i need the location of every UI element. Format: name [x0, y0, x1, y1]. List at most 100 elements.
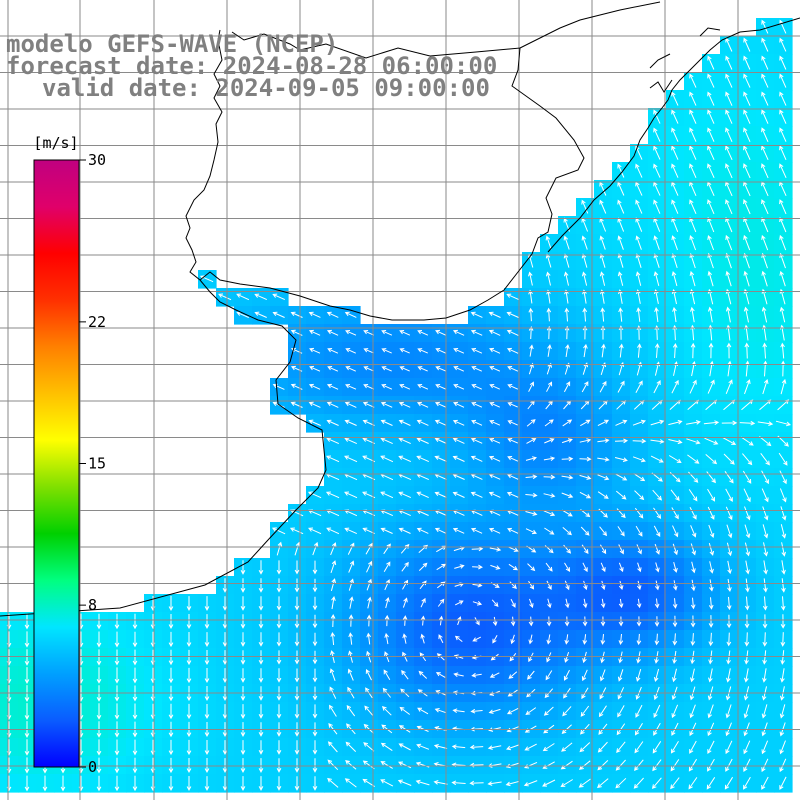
wind-arrow: [417, 348, 429, 354]
wind-arrow: [706, 777, 716, 790]
wind-arrow: [308, 527, 322, 535]
wind-arrow: [707, 163, 715, 179]
wind-arrow: [331, 595, 336, 610]
wind-arrow: [617, 526, 625, 537]
wind-arrow: [653, 109, 661, 124]
wind-arrow: [344, 491, 358, 499]
wind-arrow: [636, 544, 642, 555]
wind-arrow: [453, 672, 464, 677]
wind-arrow: [399, 366, 410, 372]
wind-arrow: [761, 776, 769, 790]
wind-arrow: [725, 73, 733, 88]
wind-arrow: [435, 384, 447, 390]
wind-arrow: [546, 362, 552, 375]
wind-arrow: [761, 306, 768, 323]
wind-arrow: [581, 199, 589, 214]
wind-arrow: [743, 109, 751, 124]
wind-arrow: [617, 253, 624, 268]
wind-arrow: [653, 127, 661, 142]
wind-arrow: [745, 578, 750, 593]
wind-arrow: [672, 342, 678, 359]
wind-arrow: [367, 596, 372, 609]
wind-arrow: [634, 507, 644, 519]
wind-arrow: [634, 759, 644, 772]
wind-arrow: [528, 289, 533, 304]
wind-arrow: [416, 491, 429, 499]
wind-arrow: [762, 524, 769, 539]
wind-arrow: [725, 306, 731, 323]
wind-arrow: [545, 271, 551, 286]
wind-arrow: [96, 631, 102, 648]
wind-arrow: [653, 668, 660, 683]
wind-arrow: [689, 109, 697, 124]
wind-arrow: [725, 488, 733, 503]
wind-arrow: [779, 704, 786, 719]
wind-arrow: [636, 307, 641, 322]
wind-arrow: [546, 381, 553, 392]
wind-arrow: [420, 597, 426, 608]
wind-arrow: [779, 488, 787, 503]
wind-arrow: [507, 402, 518, 408]
wind-arrow: [186, 596, 192, 611]
wind-arrow: [690, 597, 696, 610]
wind-arrow: [399, 348, 410, 354]
wind-arrow: [686, 420, 701, 425]
wind-arrow: [398, 401, 411, 408]
wind-arrow: [24, 775, 30, 792]
wind-arrow: [671, 199, 679, 214]
wind-arrow: [325, 491, 340, 499]
wind-arrow: [546, 325, 552, 340]
wind-arrow: [416, 527, 429, 534]
wind-arrow: [543, 456, 556, 461]
wind-arrow: [617, 380, 625, 393]
wind-arrow: [507, 384, 519, 390]
wind-arrow: [562, 419, 573, 427]
wind-arrow: [779, 127, 787, 142]
wind-arrow: [276, 596, 282, 611]
wind-arrow: [761, 252, 768, 269]
wind-arrow: [581, 544, 589, 555]
wind-arrow: [402, 633, 407, 644]
wind-arrow: [653, 163, 661, 178]
wind-arrow: [488, 455, 501, 462]
wind-arrow: [561, 456, 574, 462]
wind-arrow: [258, 614, 264, 629]
wind-arrow: [580, 419, 591, 427]
wind-arrow: [528, 271, 533, 286]
wind-arrow: [690, 668, 695, 683]
wind-arrow: [398, 437, 411, 445]
wind-arrow: [526, 438, 537, 444]
wind-arrow: [724, 471, 734, 484]
wind-arrow: [779, 109, 787, 124]
wind-arrow: [763, 542, 769, 557]
wind-arrow: [671, 379, 679, 394]
wind-arrow: [435, 329, 447, 336]
wind-arrow: [345, 348, 357, 354]
wind-arrow: [599, 669, 606, 682]
wind-arrow: [708, 542, 715, 556]
wind-arrow: [236, 293, 250, 301]
wind-arrow: [471, 546, 484, 552]
wind-arrow: [452, 419, 465, 426]
wind-arrow: [779, 91, 787, 106]
wind-arrow: [670, 777, 680, 790]
wind-arrow: [672, 668, 677, 683]
wind-arrow: [544, 527, 555, 535]
wind-arrow: [528, 580, 535, 590]
wind-arrow: [671, 235, 678, 251]
wind-arrow: [327, 348, 339, 354]
wind-arrow: [240, 704, 246, 719]
wind-arrow: [579, 438, 592, 443]
wind-arrow: [271, 527, 286, 535]
wind-arrow: [708, 632, 714, 647]
wind-arrow: [489, 402, 501, 408]
wind-arrow: [653, 289, 659, 304]
wind-arrow: [652, 759, 662, 772]
wind-arrow: [364, 705, 374, 717]
wind-arrow: [470, 455, 483, 462]
wind-arrow: [635, 380, 643, 393]
wind-arrow: [689, 145, 697, 160]
wind-arrow: [312, 614, 318, 629]
wind-arrow: [186, 758, 192, 774]
wind-arrow: [276, 740, 282, 755]
